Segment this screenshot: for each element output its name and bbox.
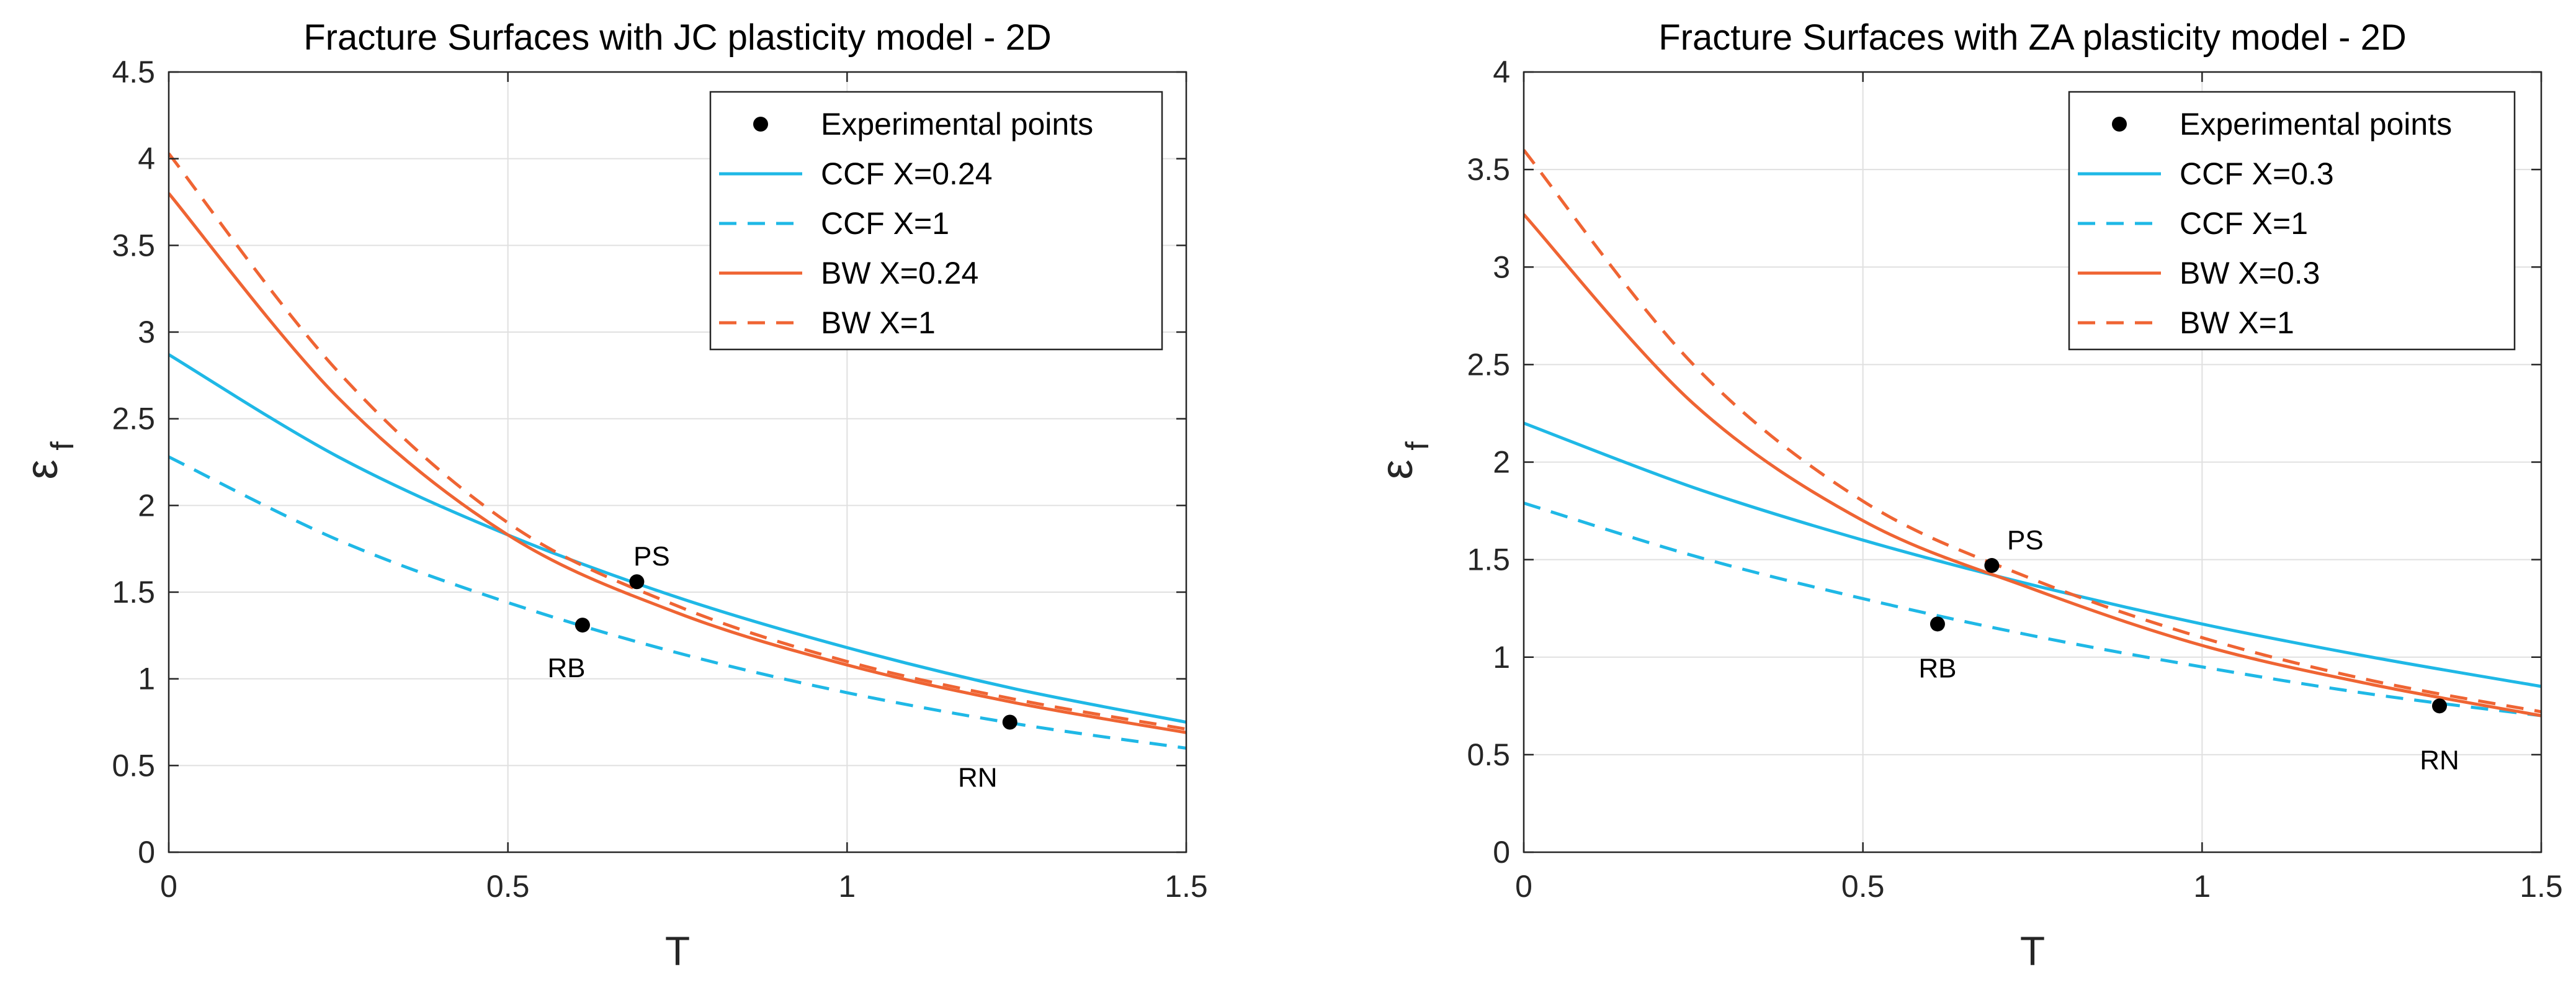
series-line-ccf-x-0-24 bbox=[169, 353, 1186, 724]
series-line-ccf-x-0-3 bbox=[1524, 421, 2541, 688]
x-tick-label: 0.5 bbox=[486, 869, 530, 904]
y-axis-label: εf bbox=[1372, 441, 1436, 480]
experimental-point-ps bbox=[629, 574, 645, 590]
legend-box bbox=[709, 91, 1163, 351]
point-label-rb: RB bbox=[547, 653, 585, 683]
legend-label: BW X=1 bbox=[821, 305, 936, 340]
chart-title: Fracture Surfaces with JC plasticity mod… bbox=[303, 17, 1051, 58]
x-tick-label: 1 bbox=[838, 869, 856, 904]
legend-label: CCF X=0.24 bbox=[821, 156, 993, 191]
point-label-rn: RN bbox=[2420, 745, 2459, 775]
y-axis-label: εf bbox=[17, 441, 81, 480]
y-tick-label: 4.5 bbox=[112, 55, 155, 89]
y-tick-label: 2 bbox=[1493, 445, 1510, 480]
legend-marker-point bbox=[753, 117, 768, 132]
legend-label: CCF X=0.3 bbox=[2180, 156, 2334, 191]
y-tick-label: 2.5 bbox=[1467, 347, 1510, 382]
experimental-point-rn bbox=[2432, 698, 2447, 714]
legend-label: BW X=0.3 bbox=[2180, 256, 2320, 290]
y-axis-label-subscript: f bbox=[45, 441, 81, 451]
x-tick-label: 1.5 bbox=[2520, 869, 2563, 904]
legend: Experimental points CCF X=0.24 CCF X=1 BW X… bbox=[709, 91, 1163, 351]
point-label-rn: RN bbox=[958, 763, 998, 793]
x-axis-label: T bbox=[665, 928, 690, 974]
legend-box bbox=[2068, 91, 2516, 351]
x-tick-label: 0 bbox=[160, 869, 177, 904]
y-axis-label-subscript: f bbox=[1400, 441, 1436, 451]
legend-marker-point bbox=[2112, 117, 2127, 132]
axes-box bbox=[168, 71, 1187, 853]
x-tick-label: 1.5 bbox=[1165, 869, 1208, 904]
y-tick-label: 0.5 bbox=[1467, 737, 1510, 772]
y-tick-label: 0 bbox=[138, 835, 155, 870]
experimental-point-rb bbox=[575, 618, 590, 633]
y-tick-label: 1 bbox=[1493, 640, 1510, 675]
legend-label: CCF X=1 bbox=[821, 206, 949, 241]
y-axis-label-symbol: ε bbox=[17, 459, 67, 479]
legend-label: Experimental points bbox=[821, 107, 1093, 142]
experimental-point-ps bbox=[1984, 558, 2000, 574]
y-tick-label: 3 bbox=[1493, 250, 1510, 284]
legend-label: BW X=1 bbox=[2180, 305, 2294, 340]
y-tick-label: 3.5 bbox=[1467, 152, 1510, 187]
experimental-point-rb bbox=[1930, 616, 1945, 632]
point-label-ps: PS bbox=[633, 541, 670, 572]
y-tick-label: 0.5 bbox=[112, 748, 155, 783]
y-tick-label: 1 bbox=[138, 662, 155, 696]
y-tick-label: 3.5 bbox=[112, 228, 155, 263]
chart-title: Fracture Surfaces with ZA plasticity mod… bbox=[1658, 17, 2407, 58]
experimental-point-rn bbox=[1002, 714, 1017, 730]
x-tick-label: 0 bbox=[1515, 869, 1532, 904]
legend-label: Experimental points bbox=[2180, 107, 2452, 142]
y-tick-label: 3 bbox=[138, 315, 155, 349]
y-axis-label-symbol: ε bbox=[1372, 459, 1422, 479]
series-line-bw-x-0-24 bbox=[169, 192, 1186, 734]
y-tick-label: 4 bbox=[1493, 55, 1510, 89]
y-tick-label: 1.5 bbox=[112, 575, 155, 610]
y-tick-label: 1.5 bbox=[1467, 542, 1510, 577]
series-line-bw-x-0-3 bbox=[1524, 213, 2541, 718]
legend-label: BW X=0.24 bbox=[821, 256, 978, 290]
legend-label: CCF X=1 bbox=[2180, 206, 2308, 241]
legend: Experimental points CCF X=0.3 CCF X=1 BW X=… bbox=[2068, 91, 2516, 351]
x-axis-label: T bbox=[2020, 928, 2045, 974]
series-group bbox=[1524, 149, 2541, 718]
series-line-ccf-x-1 bbox=[1524, 502, 2541, 718]
y-tick-label: 2.5 bbox=[112, 402, 155, 436]
series-line-bw-x-1 bbox=[1524, 149, 2541, 714]
y-tick-label: 4 bbox=[138, 142, 155, 176]
y-tick-label: 0 bbox=[1493, 835, 1510, 870]
point-label-rb: RB bbox=[1918, 653, 1956, 683]
x-tick-label: 1 bbox=[2193, 869, 2211, 904]
y-tick-label: 2 bbox=[138, 488, 155, 523]
point-label-ps: PS bbox=[2007, 525, 2044, 556]
x-tick-label: 0.5 bbox=[1841, 869, 1885, 904]
series-line-bw-x-1 bbox=[169, 152, 1186, 731]
chart-jc: PS RB RN 0 0.5 1 1.5 0 0.5 1 1.5 2 2.5 3 3.5 4 4.5 Fractu… bbox=[17, 17, 1208, 974]
chart-za: PS RB RN 0 0.5 1 1.5 0 0.5 1 1.5 2 2.5 3 3.5 4 Fracture … bbox=[1372, 17, 2563, 974]
